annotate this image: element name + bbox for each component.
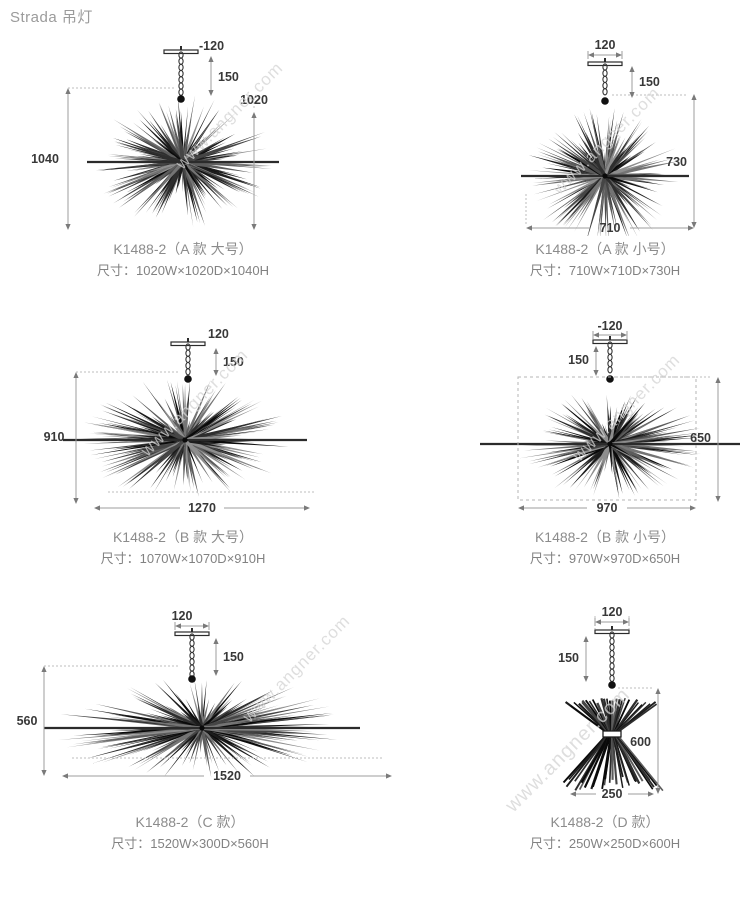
dimension-annotations: 120 150 730 710 xyxy=(525,38,697,235)
fixture-drawing: 120 150 600 250 xyxy=(558,605,664,801)
fixture-drawing: 120 150 730 710 xyxy=(521,38,697,236)
fixture-sketch xyxy=(480,336,740,499)
fixture-sketch xyxy=(87,46,279,228)
fixture-model: K1488-2（C 款） xyxy=(135,814,245,830)
page-title: Strada 吊灯 xyxy=(10,9,93,26)
fixture-card-b-large: www.angner.com 120 150 910 1270 K1488-2（B 款… xyxy=(18,318,348,570)
svg-text:1270: 1270 xyxy=(188,501,216,515)
svg-text:120: 120 xyxy=(172,609,193,623)
svg-text:150: 150 xyxy=(223,650,244,664)
svg-text:650: 650 xyxy=(690,431,711,445)
fixture-card-d: www.angner.com 120 150 600 250 K1488-2（D 款）… xyxy=(460,604,750,855)
fixture-drawing: 120 150 560 1520 xyxy=(17,609,392,783)
svg-text:710: 710 xyxy=(600,221,621,235)
fixture-size: 尺寸：710W×710D×730H xyxy=(529,263,681,278)
svg-text:150: 150 xyxy=(639,75,660,89)
svg-text:600: 600 xyxy=(630,735,651,749)
fixture-card-b-small: www.angner.com -120 150 650 970 K1488-2（B 款… xyxy=(460,318,750,570)
fixture-drawing: 120 150 910 1270 xyxy=(44,327,316,515)
fixture-model: K1488-2（B 款 大号） xyxy=(112,529,254,545)
dimension-annotations: 120 150 910 1270 xyxy=(44,327,316,515)
fixture-card-a-small: www.angner.com 120 150 730 710 K1488-2（A 款 … xyxy=(460,36,750,282)
svg-text:250: 250 xyxy=(602,787,623,801)
svg-text:730: 730 xyxy=(666,155,687,169)
fixture-model: K1488-2（B 款 小号） xyxy=(534,529,676,545)
fixture-card-c: www.angner.com 120 150 560 1520 K1488-2（C 款… xyxy=(10,604,430,855)
fixture-model: K1488-2（D 款） xyxy=(550,814,660,830)
svg-text:150: 150 xyxy=(568,353,589,367)
fixture-card-a-large: www.angner.com -120 150 1020 1040 K1488-2（A… xyxy=(18,36,348,282)
svg-text:120: 120 xyxy=(595,38,616,52)
dimension-annotations: 120 150 560 1520 xyxy=(17,609,392,783)
fixture-size: 尺寸：1020W×1020D×1040H xyxy=(97,263,269,278)
svg-text:150: 150 xyxy=(218,70,239,84)
dimension-annotations: -120 150 650 970 xyxy=(517,319,721,515)
svg-text:120: 120 xyxy=(602,605,623,619)
fixture-size: 尺寸：970W×970D×650H xyxy=(529,551,681,566)
fixture-sketch xyxy=(63,338,307,497)
svg-text:1040: 1040 xyxy=(31,152,59,166)
svg-text:910: 910 xyxy=(44,430,65,444)
svg-text:-120: -120 xyxy=(199,39,224,53)
svg-text:150: 150 xyxy=(558,651,579,665)
dimension-annotations: 120 150 600 250 xyxy=(558,605,661,801)
fixture-sketch xyxy=(521,58,689,236)
fixture-size: 尺寸：1520W×300D×560H xyxy=(111,836,269,851)
fixture-sketch xyxy=(44,628,360,778)
fixture-sketch xyxy=(562,626,664,792)
svg-text:120: 120 xyxy=(208,327,229,341)
svg-text:1020: 1020 xyxy=(240,93,268,107)
fixture-size: 尺寸：250W×250D×600H xyxy=(529,836,681,851)
svg-text:150: 150 xyxy=(223,355,244,369)
svg-text:560: 560 xyxy=(17,714,38,728)
svg-text:-120: -120 xyxy=(597,319,622,333)
fixture-size: 尺寸：1070W×1070D×910H xyxy=(100,551,266,566)
fixture-model: K1488-2（A 款 小号） xyxy=(535,241,675,257)
fixture-drawing: -120 150 650 970 xyxy=(480,319,740,515)
svg-text:1520: 1520 xyxy=(213,769,241,783)
fixture-model: K1488-2（A 款 大号） xyxy=(113,241,253,257)
svg-text:970: 970 xyxy=(597,501,618,515)
